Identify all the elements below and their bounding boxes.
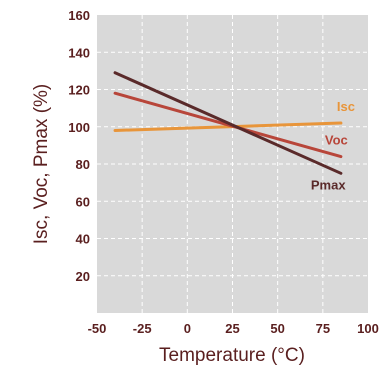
y-axis-ticks: 20 40 60 80 100 120 140 160 bbox=[68, 8, 90, 284]
x-axis-ticks: -50 -25 0 25 50 75 100 bbox=[88, 321, 379, 336]
x-tick-label: 0 bbox=[184, 321, 191, 336]
y-tick-label: 40 bbox=[76, 232, 90, 247]
y-tick-label: 80 bbox=[76, 157, 90, 172]
x-tick-label: 100 bbox=[357, 321, 379, 336]
y-tick-label: 20 bbox=[76, 269, 90, 284]
y-tick-label: 140 bbox=[68, 45, 90, 60]
y-tick-label: 160 bbox=[68, 8, 90, 23]
series-lines bbox=[113, 71, 343, 175]
x-tick-label: 25 bbox=[225, 321, 239, 336]
y-tick-label: 120 bbox=[68, 83, 90, 98]
series-label-isc: Isc bbox=[337, 99, 355, 114]
series-line-voc bbox=[113, 91, 343, 159]
y-tick-label: 100 bbox=[68, 120, 90, 135]
x-tick-label: 50 bbox=[270, 321, 284, 336]
x-tick-label: -50 bbox=[88, 321, 107, 336]
y-tick-label: 60 bbox=[76, 194, 90, 209]
series-label-voc: Voc bbox=[325, 133, 348, 148]
series-label-pmax: Pmax bbox=[311, 177, 346, 192]
series-line-pmax bbox=[113, 71, 343, 175]
x-axis-title: Temperature (°C) bbox=[159, 345, 305, 366]
x-tick-label: -25 bbox=[133, 321, 152, 336]
series-line-isc bbox=[113, 121, 343, 132]
x-tick-label: 75 bbox=[316, 321, 330, 336]
y-axis-title: Isc, Voc, Pmax (%) bbox=[31, 84, 52, 244]
series-labels: Isc Voc Pmax bbox=[311, 99, 355, 192]
